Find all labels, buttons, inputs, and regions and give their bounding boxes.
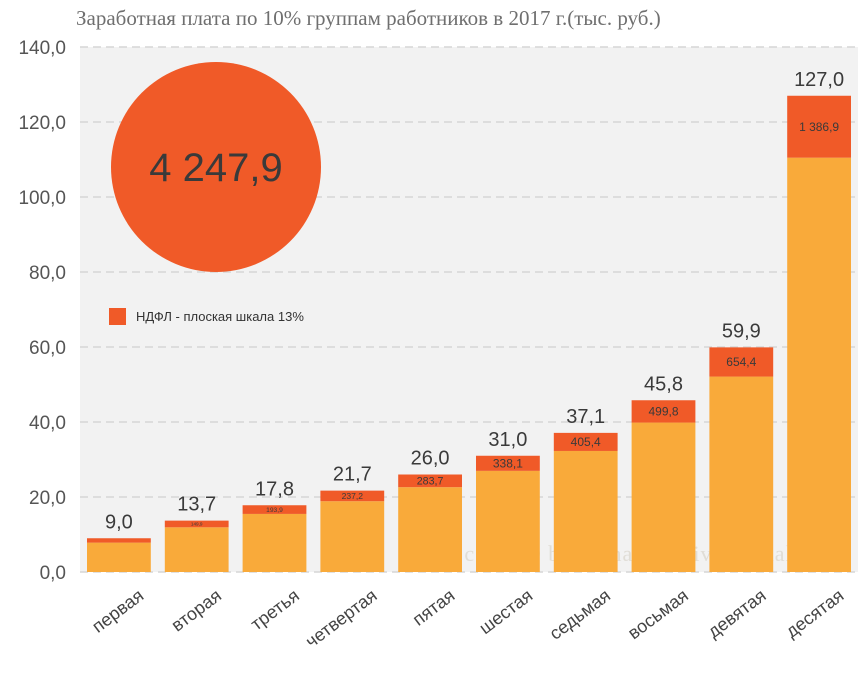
bar-group: 21,7 237,2 (320, 464, 385, 572)
x-tick-label: седьмая (546, 585, 614, 643)
bar-tax (87, 538, 151, 543)
bar-group: 17,8 193,9 (242, 478, 307, 572)
x-tick-label: десятая (782, 585, 848, 641)
bar-group: 26,0 283,7 (398, 448, 462, 572)
y-tick-label: 120,0 (18, 113, 66, 134)
y-tick-label: 100,0 (18, 188, 66, 209)
total-bubble-value: 4 247,9 (149, 146, 282, 190)
bar-tax-label: 499,8 (648, 405, 678, 419)
x-tick-label: восьмая (624, 585, 692, 643)
bar-base (476, 470, 540, 572)
y-tick-label: 0,0 (40, 563, 66, 584)
x-tick-label: пятая (409, 585, 459, 629)
bar-tax (398, 474, 462, 488)
bar-tax-label: 237,2 (342, 491, 364, 501)
bar-tax (242, 505, 307, 514)
bar-base (787, 157, 851, 572)
bars: 9,0 13,7 149,9 17,8 193,9 21,7 237,2 26,0 283,7 3… (87, 69, 851, 572)
bar-tax-label: 149,9 (191, 522, 203, 527)
bar-tax (320, 490, 385, 502)
bar-tax (709, 347, 774, 377)
bar-base (709, 376, 774, 572)
bar-total-label: 13,7 (177, 494, 216, 516)
bar-group: 127,0 1 386,9 (787, 69, 851, 572)
legend-swatch (109, 308, 126, 325)
bar-tax (631, 400, 696, 423)
bar-tax-label: 283,7 (417, 476, 444, 488)
bar-group: 37,1 405,4 (553, 406, 618, 572)
bar-group: 9,0 (87, 511, 151, 572)
x-tick-label: девятая (704, 585, 770, 642)
bar-tax-label: 654,4 (726, 355, 756, 369)
bar-total-label: 59,9 (722, 320, 761, 342)
bar-group: 31,0 338,1 (476, 429, 540, 572)
bar-base (631, 422, 696, 572)
bar-tax-label: 193,9 (266, 507, 283, 514)
total-bubble (111, 62, 321, 272)
y-tick-label: 60,0 (29, 338, 66, 359)
bar-group: 13,7 149,9 (164, 494, 229, 572)
bar-total-label: 17,8 (255, 478, 294, 500)
y-tick-label: 80,0 (29, 263, 66, 284)
bar-group: 59,9 654,4 (709, 320, 774, 572)
y-tick-label: 140,0 (18, 38, 66, 59)
bar-total-label: 21,7 (333, 464, 372, 486)
legend-label: НДФЛ - плоская шкала 13% (136, 309, 304, 324)
bar-total-label: 9,0 (105, 511, 133, 533)
bar-base (398, 487, 462, 572)
x-tick-label: первая (88, 585, 147, 636)
bar-total-label: 31,0 (488, 429, 527, 451)
x-tick-label: третья (247, 585, 303, 634)
chart-title: Заработная плата по 10% группам работник… (76, 6, 661, 30)
x-tick-label: шестая (475, 585, 536, 638)
bar-tax (476, 455, 540, 471)
bar-tax (787, 95, 851, 158)
bar-base (87, 542, 151, 572)
bar-base (320, 501, 385, 572)
bar-total-label: 45,8 (644, 373, 683, 395)
x-tick-label: четвертая (302, 585, 381, 651)
bar-total-label: 37,1 (566, 406, 605, 428)
bar-tax-label: 338,1 (493, 457, 523, 471)
bar-base (553, 450, 618, 572)
y-tick-label: 20,0 (29, 488, 66, 509)
bar-base (242, 513, 307, 572)
bar-tax (164, 520, 229, 528)
bar-tax (553, 432, 618, 451)
bar-total-label: 127,0 (794, 69, 844, 91)
bar-total-label: 26,0 (411, 448, 450, 470)
y-axis: 0,0 20,0 40,0 60,0 80,0 100,0 120,0 140,0 (18, 38, 66, 584)
bar-group: 45,8 499,8 (631, 373, 696, 572)
x-tick-label: вторая (168, 585, 226, 635)
bar-tax-label: 1 386,9 (799, 120, 839, 134)
bar-base (164, 527, 229, 572)
y-tick-label: 40,0 (29, 413, 66, 434)
bar-tax-label: 405,4 (571, 435, 601, 449)
